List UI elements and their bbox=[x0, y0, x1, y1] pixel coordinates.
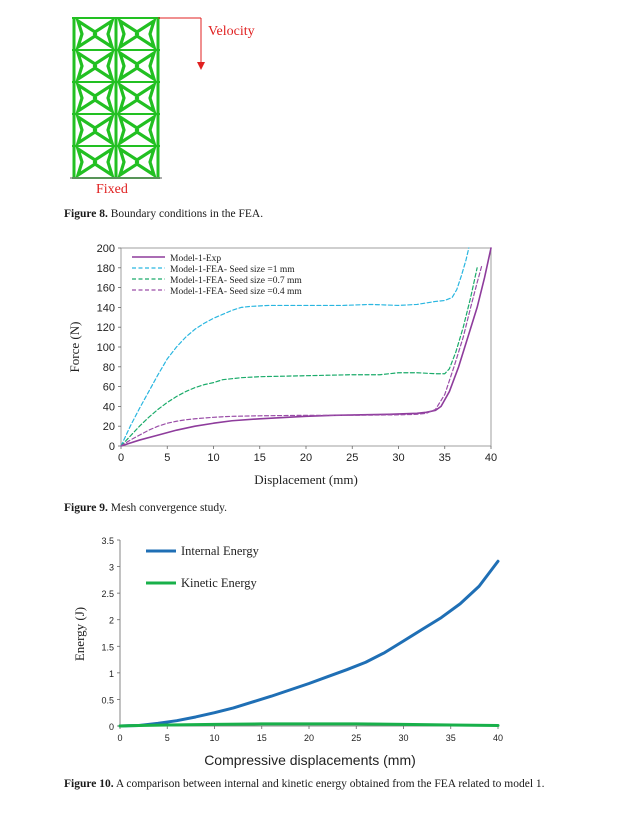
lattice-cell bbox=[75, 17, 115, 51]
y-tick-label: 120 bbox=[97, 322, 115, 334]
y-tick-label: 80 bbox=[103, 362, 115, 374]
y-tick-label: 2 bbox=[109, 616, 114, 626]
x-tick-label: 25 bbox=[346, 452, 358, 464]
legend-label: Internal Energy bbox=[181, 544, 260, 558]
fixed-label: Fixed bbox=[96, 182, 128, 197]
y-tick-label: 2.5 bbox=[101, 589, 114, 599]
x-tick-label: 25 bbox=[351, 733, 361, 743]
figure-10-caption-label: Figure 10. bbox=[64, 778, 114, 790]
lattice-cell bbox=[117, 17, 157, 51]
x-tick-label: 40 bbox=[485, 452, 497, 464]
lattice-node bbox=[92, 159, 98, 165]
legend-label: Model-1-FEA- Seed size =0.4 mm bbox=[170, 287, 302, 297]
figure-9-y-axis-label: Force (N) bbox=[67, 322, 82, 373]
y-tick-label: 3 bbox=[109, 563, 114, 573]
figure-8-caption: Figure 8. Boundary conditions in the FEA… bbox=[64, 207, 263, 222]
lattice-node bbox=[92, 95, 98, 101]
series-line-model-1-fea-seed-size-0-4-mm bbox=[120, 265, 483, 447]
legend-label: Kinetic Energy bbox=[181, 576, 258, 590]
x-tick-label: 10 bbox=[209, 733, 219, 743]
series-line-kinetic-energy bbox=[118, 722, 500, 728]
legend-label: Model-1-Exp bbox=[170, 254, 221, 264]
series-line-internal-energy bbox=[118, 559, 500, 728]
lattice-node bbox=[134, 31, 140, 37]
figure-8-caption-text: Boundary conditions in the FEA. bbox=[107, 208, 264, 220]
lattice-node bbox=[92, 127, 98, 133]
series-line-model-1-fea-seed-size-1-mm bbox=[120, 247, 470, 447]
figure-8-caption-label: Figure 8. bbox=[64, 208, 108, 220]
velocity-arrow-head bbox=[197, 62, 205, 70]
x-tick-label: 35 bbox=[446, 733, 456, 743]
y-tick-label: 0.5 bbox=[101, 695, 114, 705]
figure-10-caption: Figure 10. A comparison between internal… bbox=[64, 777, 594, 792]
x-tick-label: 30 bbox=[398, 733, 408, 743]
x-tick-label: 0 bbox=[117, 733, 122, 743]
lattice-cell bbox=[117, 113, 157, 147]
lattice-cell bbox=[117, 145, 157, 179]
y-tick-label: 0 bbox=[109, 441, 115, 453]
y-tick-label: 40 bbox=[103, 401, 115, 413]
series-line-model-1-exp bbox=[120, 247, 492, 447]
y-tick-label: 100 bbox=[97, 342, 115, 354]
y-tick-label: 140 bbox=[97, 302, 115, 314]
lattice-node bbox=[134, 127, 140, 133]
y-tick-label: 3.5 bbox=[101, 536, 114, 546]
figure-9-caption: Figure 9. Mesh convergence study. bbox=[64, 501, 227, 516]
y-tick-label: 200 bbox=[97, 243, 115, 255]
lattice-node bbox=[134, 95, 140, 101]
y-tick-label: 180 bbox=[97, 263, 115, 275]
lattice-structure bbox=[70, 17, 162, 179]
lattice-cell bbox=[117, 81, 157, 115]
x-tick-label: 15 bbox=[257, 733, 267, 743]
x-tick-label: 5 bbox=[164, 452, 170, 464]
lattice-cell bbox=[117, 49, 157, 83]
y-tick-label: 20 bbox=[103, 421, 115, 433]
x-tick-label: 30 bbox=[392, 452, 404, 464]
figure-9-caption-text: Mesh convergence study. bbox=[107, 502, 227, 514]
figure-10-caption-text: A comparison between internal and kineti… bbox=[113, 778, 545, 790]
x-tick-label: 20 bbox=[304, 733, 314, 743]
lattice-cell bbox=[75, 145, 115, 179]
figure-10-x-axis-label: Compressive displacements (mm) bbox=[204, 752, 416, 768]
figure-9-x-axis-label: Displacement (mm) bbox=[254, 472, 358, 487]
lattice-cell bbox=[75, 49, 115, 83]
y-tick-label: 60 bbox=[103, 382, 115, 394]
y-tick-label: 160 bbox=[97, 283, 115, 295]
series-line-model-1-fea-seed-size-0-7-mm bbox=[120, 267, 478, 447]
lattice-node bbox=[134, 159, 140, 165]
y-tick-label: 1 bbox=[109, 669, 114, 679]
x-tick-label: 0 bbox=[118, 452, 124, 464]
x-tick-label: 15 bbox=[254, 452, 266, 464]
figure-8-boundary-conditions: Velocity Fixed bbox=[70, 17, 255, 197]
x-tick-label: 40 bbox=[493, 733, 503, 743]
lattice-cell bbox=[75, 81, 115, 115]
figure-9-caption-label: Figure 9. bbox=[64, 502, 108, 514]
y-tick-label: 1.5 bbox=[101, 642, 114, 652]
x-tick-label: 5 bbox=[165, 733, 170, 743]
lattice-node bbox=[134, 63, 140, 69]
lattice-node bbox=[92, 63, 98, 69]
x-tick-label: 35 bbox=[439, 452, 451, 464]
velocity-label: Velocity bbox=[208, 24, 255, 39]
y-tick-label: 0 bbox=[109, 722, 114, 732]
figure-10-legend: Internal Energy Kinetic Energy bbox=[146, 544, 260, 590]
lattice-cell bbox=[75, 113, 115, 147]
x-tick-label: 20 bbox=[300, 452, 312, 464]
figure-10-y-axis-label: Energy (J) bbox=[72, 607, 87, 661]
legend-label: Model-1-FEA- Seed size =1 mm bbox=[170, 265, 295, 275]
legend-label: Model-1-FEA- Seed size =0.7 mm bbox=[170, 276, 302, 286]
lattice-node bbox=[92, 31, 98, 37]
x-tick-label: 10 bbox=[207, 452, 219, 464]
